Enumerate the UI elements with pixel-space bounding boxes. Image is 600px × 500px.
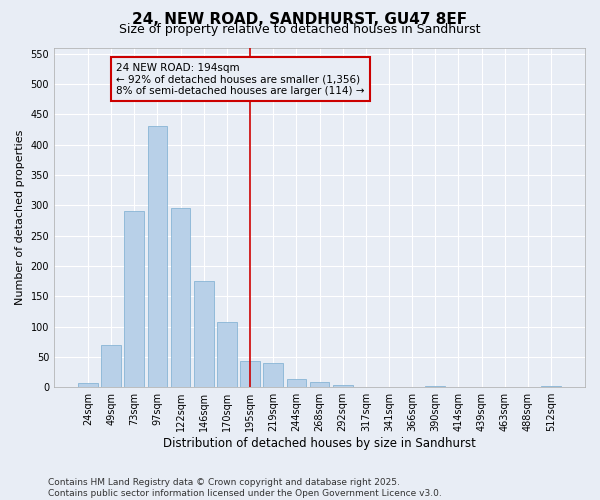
Bar bbox=[240, 361, 260, 387]
Bar bbox=[101, 344, 121, 387]
Y-axis label: Number of detached properties: Number of detached properties bbox=[15, 130, 25, 305]
Bar bbox=[310, 382, 329, 387]
X-axis label: Distribution of detached houses by size in Sandhurst: Distribution of detached houses by size … bbox=[163, 437, 476, 450]
Bar bbox=[171, 208, 190, 387]
Bar bbox=[333, 386, 353, 387]
Bar bbox=[425, 386, 445, 387]
Bar bbox=[124, 212, 144, 387]
Text: Size of property relative to detached houses in Sandhurst: Size of property relative to detached ho… bbox=[119, 22, 481, 36]
Bar bbox=[217, 322, 237, 387]
Text: 24, NEW ROAD, SANDHURST, GU47 8EF: 24, NEW ROAD, SANDHURST, GU47 8EF bbox=[133, 12, 467, 28]
Bar bbox=[541, 386, 561, 387]
Bar bbox=[287, 378, 306, 387]
Text: Contains HM Land Registry data © Crown copyright and database right 2025.
Contai: Contains HM Land Registry data © Crown c… bbox=[48, 478, 442, 498]
Bar bbox=[263, 363, 283, 387]
Bar bbox=[78, 383, 98, 387]
Text: 24 NEW ROAD: 194sqm
← 92% of detached houses are smaller (1,356)
8% of semi-deta: 24 NEW ROAD: 194sqm ← 92% of detached ho… bbox=[116, 62, 364, 96]
Bar bbox=[194, 281, 214, 387]
Bar bbox=[148, 126, 167, 387]
